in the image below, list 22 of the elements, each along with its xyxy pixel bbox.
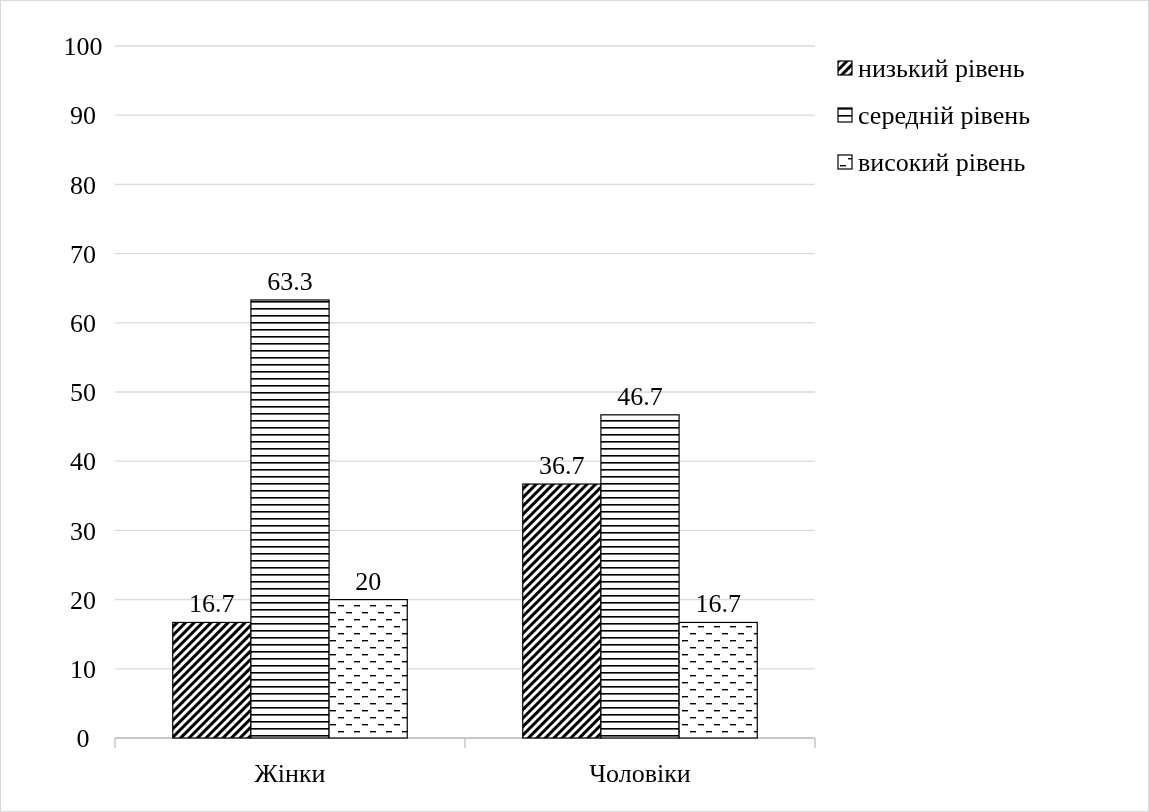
y-tick-label: 20 — [70, 585, 96, 615]
y-tick-label: 100 — [63, 32, 103, 62]
data-label: 16.7 — [695, 589, 741, 619]
y-tick-label: 70 — [70, 239, 96, 269]
legend-label: низький рівень — [858, 54, 1025, 84]
data-label: 20 — [355, 566, 382, 596]
y-tick-label: 80 — [70, 170, 96, 200]
y-tick-label: 60 — [70, 308, 96, 338]
data-label: 16.7 — [189, 589, 235, 619]
x-tick-label: Жінки — [254, 759, 326, 788]
y-tick-label: 40 — [70, 447, 96, 477]
y-tick-label: 50 — [70, 378, 96, 408]
legend-label: високий рівень — [858, 148, 1026, 178]
y-tick-label: 0 — [76, 724, 90, 754]
data-label: 46.7 — [617, 381, 663, 411]
data-label: 63.3 — [267, 266, 313, 296]
x-tick-label: Чоловіки — [589, 759, 691, 788]
legend-label: середній рівень — [858, 101, 1031, 131]
y-tick-label: 90 — [70, 101, 96, 131]
data-label: 36.7 — [539, 451, 585, 481]
y-tick-label: 10 — [70, 654, 96, 684]
y-tick-label: 30 — [70, 516, 96, 546]
